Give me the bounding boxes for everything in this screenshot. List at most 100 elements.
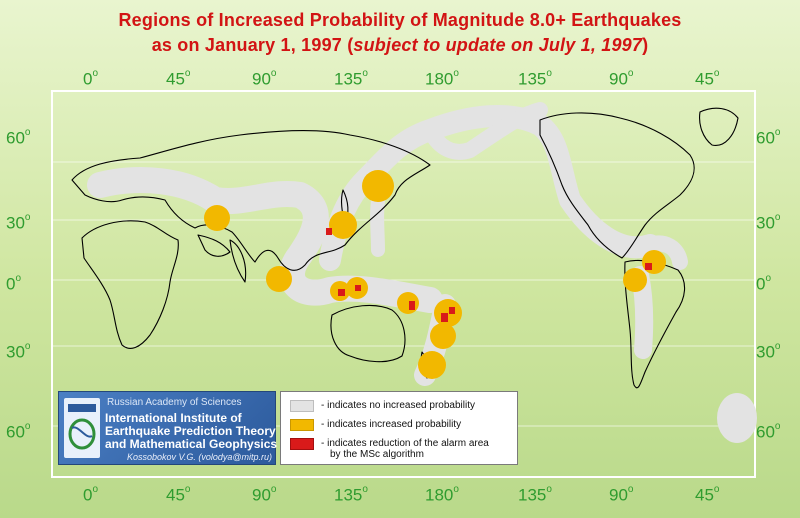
north-america-outline (539, 112, 695, 259)
right-lat-tick-0-value: 60 (756, 128, 775, 148)
zone-pacific-north-rim (319, 105, 661, 271)
zone-solomon-islands (397, 292, 419, 314)
degree-sign: o (24, 212, 31, 223)
right-lat-tick-30n: 30o (756, 211, 780, 233)
bottom-lon-tick-4-value: 180 (425, 485, 454, 505)
right-lat-tick-60n: 60o (756, 126, 780, 148)
bottom-lon-tick-135: 135o (334, 483, 368, 505)
institute-academy: Russian Academy of Sciences (107, 397, 242, 408)
left-lat-tick-3-value: 30 (6, 342, 25, 362)
zone-aleutians (422, 102, 548, 160)
title-line-2-suffix: ) (642, 35, 649, 55)
top-lon-tick-2-value: 90 (252, 69, 271, 89)
degree-sign: o (15, 273, 22, 284)
right-lat-tick-60s: 60o (756, 420, 780, 442)
msc-area-taiwan (326, 228, 332, 235)
degree-sign: o (765, 273, 772, 284)
legend-swatch-reduction (290, 438, 314, 450)
legend-label-reduction-line-1: - indicates reduction of the alarm area (321, 438, 489, 449)
top-lon-tick-6-value: 90 (609, 69, 628, 89)
institute-logo-graphic (68, 404, 96, 450)
msc-area-new-guinea (355, 285, 361, 291)
bottom-lon-tick-1-value: 45 (166, 485, 185, 505)
zone-kurils (362, 170, 394, 202)
map-frame (51, 90, 756, 478)
map-legend: - indicates no increased probability - i… (280, 391, 518, 465)
msc-area-solomon (409, 301, 415, 310)
degree-sign: o (546, 484, 552, 495)
top-lon-tick-0: 0o (83, 67, 98, 89)
msc-reduction-areas (326, 228, 652, 322)
institute-logo-icon (64, 398, 100, 458)
india-outline (229, 239, 247, 283)
legend-label-reduction-line-2: by the MSc algorithm (330, 449, 424, 460)
degree-sign: o (627, 68, 634, 79)
institute-name-line-3: and Mathematical Geophysics (105, 437, 278, 451)
institute-name-line-2: Earthquake Prediction Theory (105, 424, 276, 438)
bottom-lon-tick-45w: 45o (695, 483, 719, 505)
top-lon-tick-90: 90o (252, 67, 276, 89)
title-line-2-prefix: as on January 1, 1997 ( (151, 35, 354, 55)
top-lon-tick-4-value: 180 (425, 69, 454, 89)
bottom-lon-tick-45: 45o (166, 483, 190, 505)
degree-sign: o (362, 68, 368, 79)
left-lat-tick-4-value: 60 (6, 422, 25, 442)
title-line-1: Regions of Increased Probability of Magn… (118, 10, 682, 30)
logo-globe (68, 418, 96, 450)
left-lat-tick-30s: 30o (6, 340, 30, 362)
top-lon-tick-180: 180o (425, 67, 459, 89)
bottom-lon-tick-0: 0o (83, 483, 98, 505)
australia-outline (330, 304, 406, 363)
degree-sign: o (774, 127, 781, 138)
left-lat-tick-0-value: 60 (6, 128, 25, 148)
msc-area-vanuatu-2 (449, 307, 455, 314)
degree-sign: o (184, 484, 191, 495)
left-lat-tick-60n: 60o (6, 126, 30, 148)
degree-sign: o (774, 212, 781, 223)
right-lat-tick-3-value: 30 (756, 342, 775, 362)
logo-bar (68, 404, 96, 412)
south-america-outline (624, 259, 686, 389)
msc-area-caribbean (645, 263, 652, 270)
title-line-2-italic: subject to update on July 1, 1997 (353, 35, 643, 55)
right-lat-tick-0: 0o (756, 272, 771, 294)
degree-sign: o (92, 484, 99, 495)
right-lat-tick-2-value: 0 (756, 274, 766, 294)
zone-himalaya (204, 205, 230, 231)
left-lat-tick-0: 0o (6, 272, 21, 294)
top-lon-tick-1-value: 45 (166, 69, 185, 89)
logo-wave (71, 426, 93, 438)
bottom-lon-tick-7-value: 45 (695, 485, 714, 505)
zone-taiwan-ryukyu (329, 211, 357, 239)
bottom-lon-tick-90: 90o (252, 483, 276, 505)
degree-sign: o (453, 484, 459, 495)
zone-caribbean (642, 235, 688, 270)
top-lon-tick-7-value: 45 (695, 69, 714, 89)
top-lon-tick-135w: 135o (518, 67, 552, 89)
msc-area-banda (338, 289, 345, 296)
top-lon-tick-90w: 90o (609, 67, 633, 89)
right-lat-tick-1-value: 30 (756, 213, 775, 233)
top-lon-tick-0-value: 0 (83, 69, 93, 89)
greenland-outline (699, 107, 739, 146)
top-lon-tick-45: 45o (166, 67, 190, 89)
legend-swatch-increased (290, 419, 314, 431)
bottom-lon-tick-3-value: 135 (334, 485, 363, 505)
bottom-lon-tick-90w: 90o (609, 483, 633, 505)
right-lat-tick-4-value: 60 (756, 422, 775, 442)
left-lat-tick-60s: 60o (6, 420, 30, 442)
title-line-2: as on January 1, 1997 (subject to update… (0, 35, 800, 56)
degree-sign: o (24, 421, 31, 432)
zone-ecuador (623, 268, 647, 292)
legend-label-no-increase: - indicates no increased probability (321, 400, 475, 411)
institute-panel: Russian Academy of Sciences Internationa… (58, 391, 278, 465)
africa-outline (81, 220, 179, 349)
bottom-lon-tick-180: 180o (425, 483, 459, 505)
bottom-lon-tick-2-value: 90 (252, 485, 271, 505)
institute-name-line-1: International Institute of (105, 411, 242, 425)
degree-sign: o (774, 341, 781, 352)
degree-sign: o (627, 484, 634, 495)
left-lat-tick-1-value: 30 (6, 213, 25, 233)
left-lat-tick-30n: 30o (6, 211, 30, 233)
